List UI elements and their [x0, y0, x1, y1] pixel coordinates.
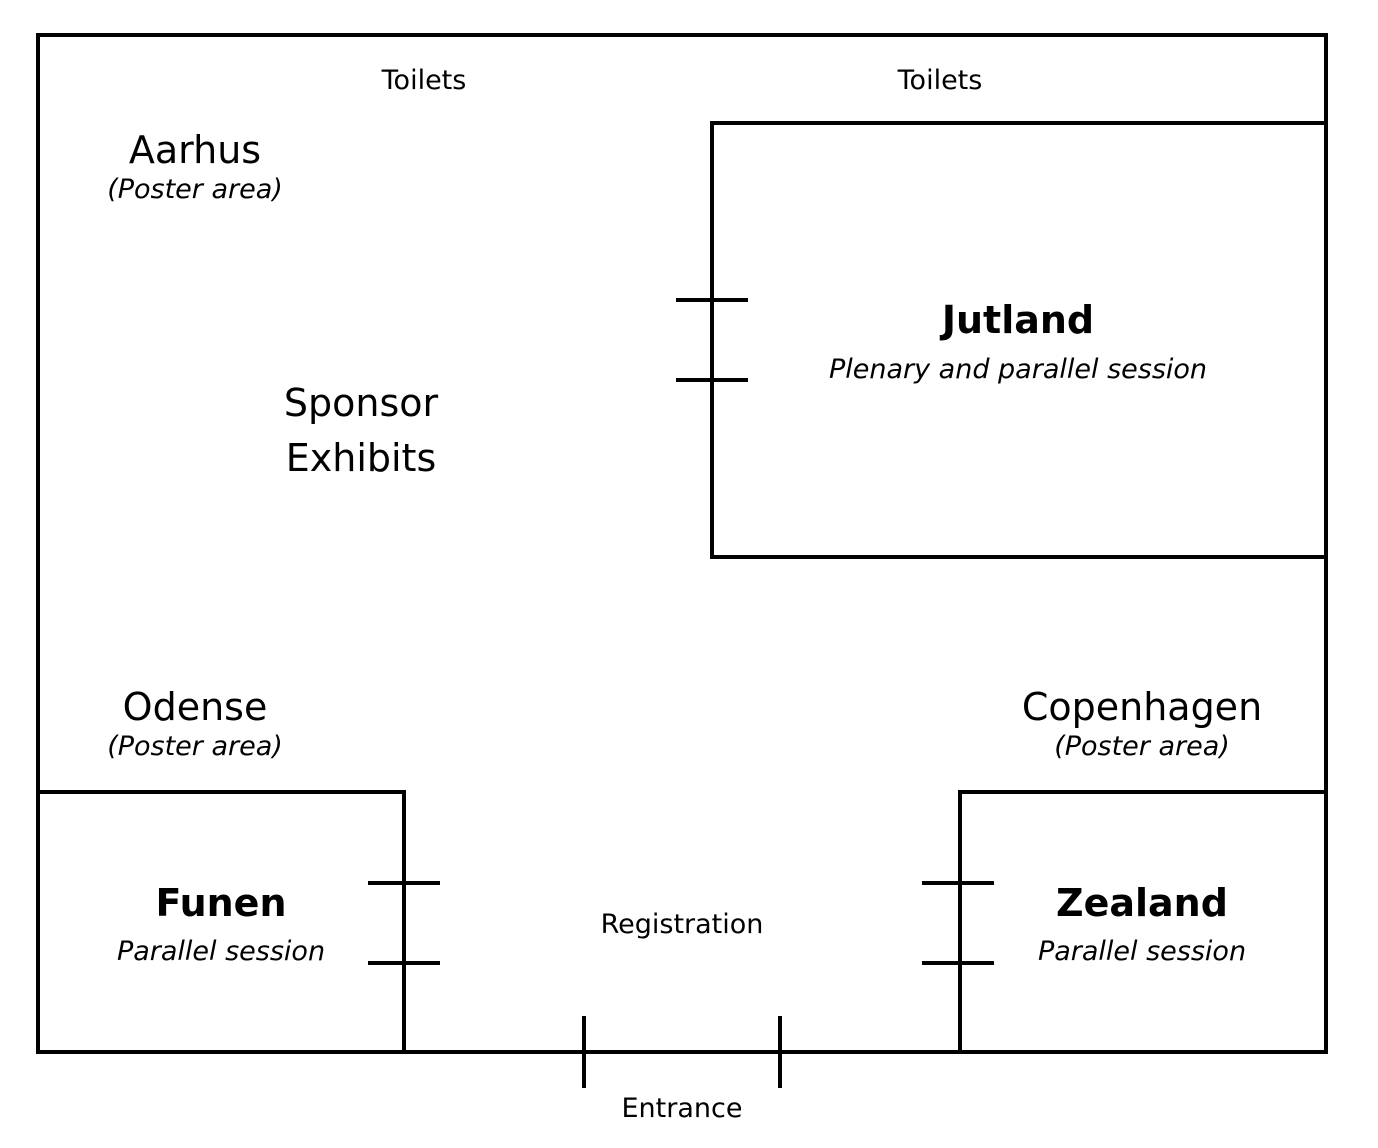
registration-label: Registration — [601, 909, 764, 940]
jutland-label: Jutland — [939, 298, 1094, 342]
aarhus-label: Aarhus — [129, 128, 261, 172]
jutland-note: Plenary and parallel session — [829, 354, 1207, 385]
toilets-left-label: Toilets — [381, 65, 467, 96]
odense-label: Odense — [123, 685, 268, 729]
sponsor-label-line2: Exhibits — [286, 436, 437, 480]
zealand-room-outline — [958, 790, 1328, 1054]
funen-note: Parallel session — [117, 936, 325, 967]
funen-room-outline — [36, 790, 406, 1054]
sponsor-label-line1: Sponsor — [284, 381, 439, 425]
zealand-label: Zealand — [1056, 881, 1228, 925]
odense-note: (Poster area) — [107, 731, 283, 762]
aarhus-note: (Poster area) — [107, 174, 283, 205]
entrance-label: Entrance — [622, 1093, 743, 1124]
copenhagen-label: Copenhagen — [1022, 685, 1262, 729]
copenhagen-note: (Poster area) — [1054, 731, 1230, 762]
jutland-room-outline — [710, 121, 1328, 559]
zealand-note: Parallel session — [1038, 936, 1246, 967]
toilets-right-label: Toilets — [897, 65, 983, 96]
funen-label: Funen — [156, 881, 287, 925]
